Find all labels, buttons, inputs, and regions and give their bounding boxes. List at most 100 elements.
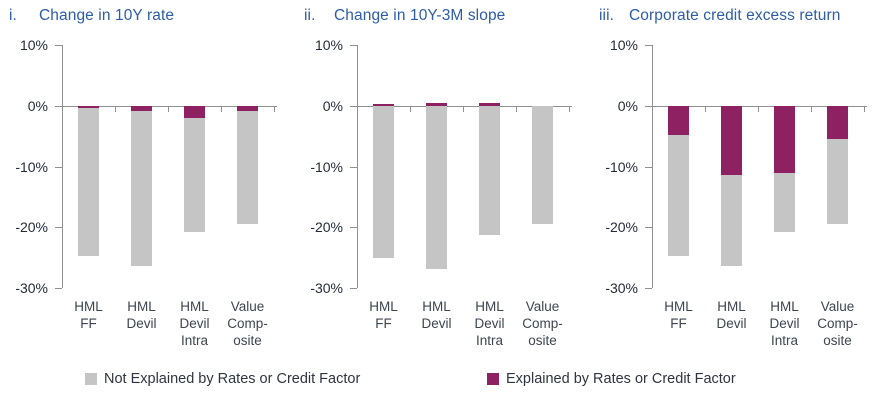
x-axis-category-label: HML FF — [369, 299, 398, 331]
y-axis-tick-label: -10% — [15, 158, 48, 175]
bar-segment — [426, 105, 447, 269]
plot-area: 10% 0% -10% -20% -30% — [295, 37, 590, 296]
chart-panel-change-10y-3m-slope: ii. Change in 10Y-3M slope 10% 0% -10% -20%… — [295, 0, 590, 350]
chart-title: i. Change in 10Y rate — [0, 0, 295, 45]
bar-segment — [237, 110, 258, 224]
chart-title-text: Change in 10Y rate — [39, 7, 175, 24]
legend-label: Not Explained by Rates or Credit Factor — [104, 371, 361, 387]
x-axis-labels: HML FF HML Devil HML Devil Intra Value Comp… — [295, 288, 590, 350]
chart-numeral: i. — [9, 7, 17, 24]
x-axis-category-label: HML Devil Intra — [769, 299, 800, 348]
charts-row: i. Change in 10Y rate 10% 0% -10% -20% -30% … — [0, 0, 885, 350]
bar-segment — [721, 175, 742, 267]
x-axis-category-label: HML Devil Intra — [474, 299, 505, 348]
y-axis-tick-mark — [55, 45, 62, 46]
bar-segment — [131, 110, 152, 267]
y-axis-tick-label: -20% — [15, 219, 48, 236]
bar-segment — [774, 173, 795, 233]
y-axis-tick-mark — [350, 105, 357, 107]
y-axis-line — [357, 45, 358, 288]
bar-segment — [774, 105, 795, 174]
zero-axis-line — [62, 105, 277, 107]
bar-segment — [668, 105, 689, 135]
y-axis-tick-label: -30% — [605, 280, 638, 296]
bar-segment — [668, 134, 689, 256]
bar-segment — [78, 105, 99, 108]
chart-numeral: ii. — [304, 7, 316, 24]
bar-segment — [479, 105, 500, 235]
y-axis-tick-label: 0% — [617, 97, 638, 114]
x-axis-category-label: Value Comp- osite — [227, 299, 268, 348]
plot-area: 10% 0% -10% -20% -30% — [0, 37, 295, 296]
bar-segment — [721, 105, 742, 175]
y-axis-tick-mark — [350, 166, 357, 168]
y-axis-tick-label: 10% — [609, 37, 638, 53]
y-axis-tick-mark — [350, 227, 357, 229]
x-axis-category-label: HML FF — [74, 299, 103, 331]
chart-numeral: iii. — [599, 7, 615, 24]
y-axis-tick-mark — [645, 45, 652, 46]
x-axis-category-label: HML Devil — [716, 299, 747, 331]
x-axis-category-label: Value Comp- osite — [522, 299, 563, 348]
y-axis-tick-mark — [350, 288, 357, 289]
chart-panel-corporate-credit-excess-return: iii. Corporate credit excess return 10% 0… — [590, 0, 885, 350]
y-axis-tick-label: -30% — [15, 280, 48, 296]
x-axis-tick-mark — [221, 105, 222, 112]
y-axis-tick-label: -10% — [310, 158, 343, 175]
y-axis-line — [652, 45, 653, 288]
bar-segment — [184, 117, 205, 233]
y-axis-tick-mark — [645, 227, 652, 229]
chart-title: iii. Corporate credit excess return — [590, 0, 885, 45]
legend-item-explained: Explained by Rates or Credit Factor — [487, 371, 736, 387]
y-axis-tick-label: 0% — [322, 97, 343, 114]
bar-segment — [237, 105, 258, 111]
x-axis-tick-mark — [516, 105, 517, 112]
x-axis-tick-mark — [811, 105, 812, 112]
bar-segment — [131, 105, 152, 111]
bar-segment — [426, 103, 447, 106]
y-axis-tick-mark — [645, 288, 652, 289]
x-axis-tick-mark — [274, 105, 275, 112]
y-axis-tick-label: -20% — [605, 219, 638, 236]
y-axis-tick-mark — [55, 227, 62, 229]
y-axis-tick-mark — [645, 105, 652, 107]
zero-axis-line — [652, 105, 867, 107]
chart-title-text: Corporate credit excess return — [629, 7, 841, 24]
chart-title-text: Change in 10Y-3M slope — [334, 7, 506, 24]
bar-segment — [373, 103, 394, 106]
x-axis-category-label: HML FF — [664, 299, 693, 331]
bar-segment — [532, 105, 553, 224]
x-axis-tick-mark — [569, 105, 570, 112]
y-axis-tick-label: -10% — [605, 158, 638, 175]
y-axis-tick-mark — [350, 45, 357, 46]
bar-segment — [78, 107, 99, 256]
gray-swatch-icon — [85, 373, 97, 385]
x-axis-tick-mark — [705, 105, 706, 112]
bar-segment — [373, 105, 394, 258]
bar-segment — [479, 103, 500, 106]
legend-item-not-explained: Not Explained by Rates or Credit Factor — [85, 371, 360, 387]
y-axis-tick-label: 0% — [27, 97, 48, 114]
x-axis-tick-mark — [463, 105, 464, 112]
magenta-swatch-icon — [487, 373, 499, 385]
y-axis-tick-label: -30% — [310, 280, 343, 296]
x-axis-tick-mark — [168, 105, 169, 112]
x-axis-tick-mark — [758, 105, 759, 112]
y-axis-tick-mark — [55, 105, 62, 107]
y-axis-tick-label: 10% — [314, 37, 343, 53]
x-axis-tick-mark — [410, 105, 411, 112]
zero-axis-line — [357, 105, 572, 107]
plot-area: 10% 0% -10% -20% -30% — [590, 37, 885, 296]
bar-segment — [827, 138, 848, 224]
x-axis-labels: HML FF HML Devil HML Devil Intra Value Comp… — [590, 288, 885, 350]
x-axis-category-label: Value Comp- osite — [817, 299, 858, 348]
y-axis-tick-mark — [645, 166, 652, 168]
bar-segment — [827, 105, 848, 139]
bar-segment — [184, 105, 205, 118]
y-axis-tick-mark — [55, 166, 62, 168]
x-axis-labels: HML FF HML Devil HML Devil Intra Value Comp… — [0, 288, 295, 350]
x-axis-category-label: HML Devil Intra — [179, 299, 210, 348]
chart-panel-change-10y-rate: i. Change in 10Y rate 10% 0% -10% -20% -30% … — [0, 0, 295, 350]
y-axis-tick-label: 10% — [19, 37, 48, 53]
